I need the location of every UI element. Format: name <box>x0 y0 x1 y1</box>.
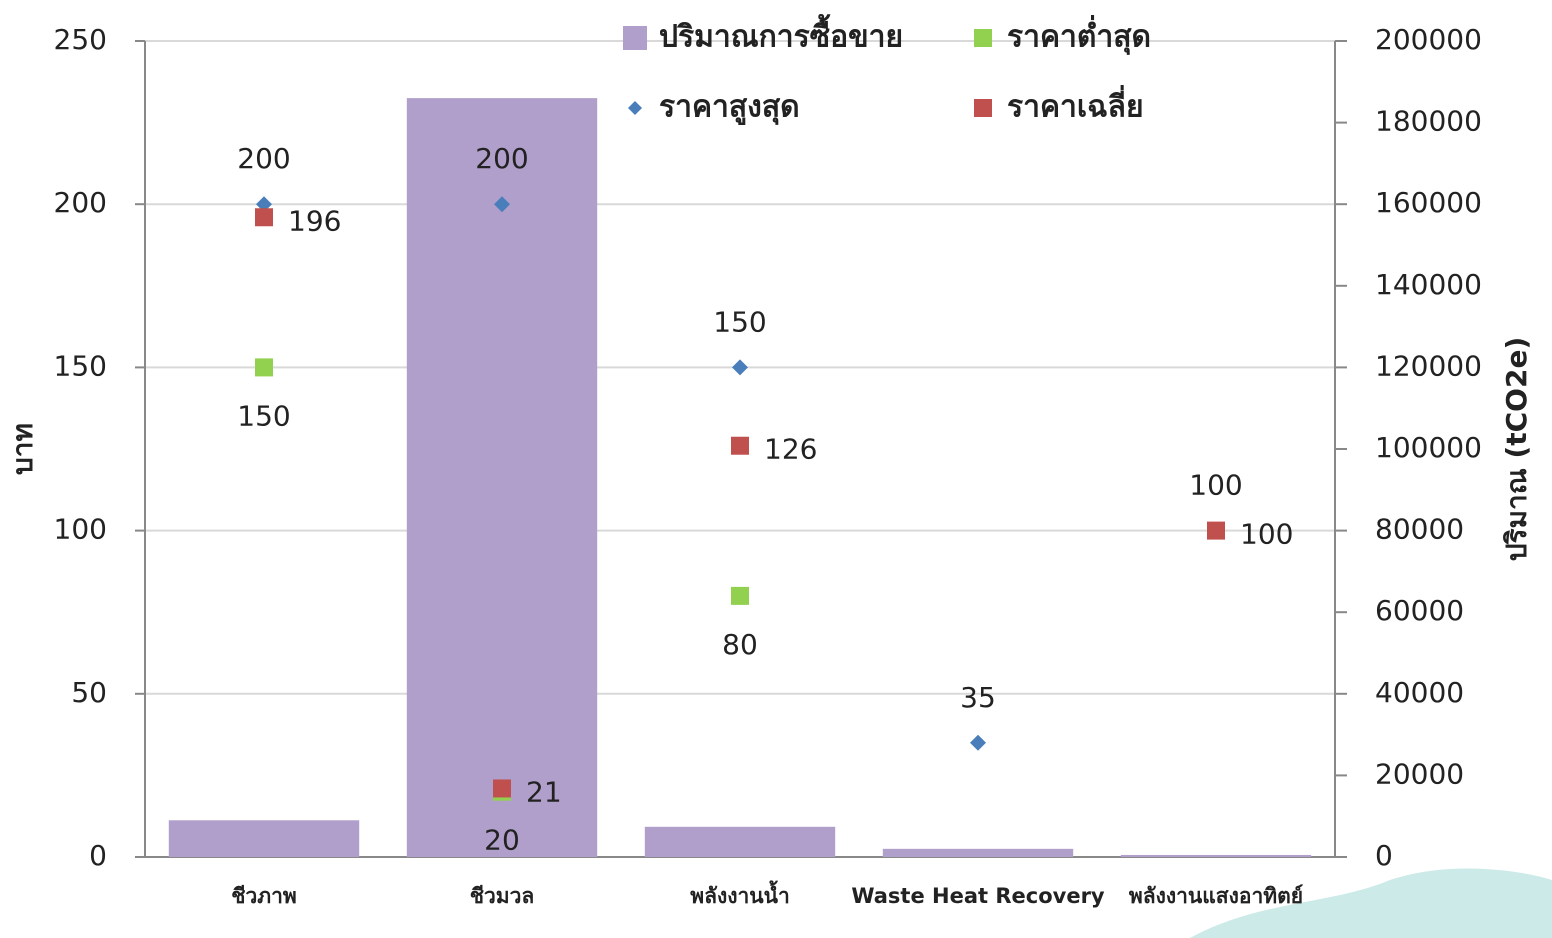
data-label: 20 <box>484 824 520 857</box>
y-tick-label: 100 <box>54 513 107 546</box>
y2-tick-label: 120000 <box>1375 349 1482 382</box>
legend-label: ราคาเฉลี่ย <box>1007 85 1144 125</box>
legend-swatch <box>623 26 647 50</box>
point <box>1207 521 1225 540</box>
data-label: 21 <box>526 775 562 808</box>
y2-tick-label: 140000 <box>1375 268 1482 301</box>
y-tick-label: 250 <box>54 23 107 56</box>
y2-tick-label: 60000 <box>1375 594 1464 627</box>
y-tick-label: 200 <box>54 186 107 219</box>
legend-swatch <box>974 29 992 47</box>
x-tick-label: พลังงานน้ำ <box>690 880 790 908</box>
data-label: 200 <box>475 142 528 175</box>
y-axis-title: บาท <box>6 423 39 475</box>
data-label: 196 <box>288 204 341 237</box>
y2-tick-label: 200000 <box>1375 23 1482 56</box>
y2-tick-label: 100000 <box>1375 431 1482 464</box>
y2-tick-label: 40000 <box>1375 676 1464 709</box>
y2-tick-label: 180000 <box>1375 105 1482 138</box>
legend-label: ปริมาณการซื้อขาย <box>659 14 903 55</box>
y2-tick-label: 20000 <box>1375 757 1464 790</box>
data-label: 126 <box>764 433 817 466</box>
x-tick-label: ชีวภาพ <box>231 884 297 908</box>
point <box>255 358 273 377</box>
bar <box>168 820 360 857</box>
point <box>255 208 273 227</box>
data-label: 100 <box>1189 469 1242 502</box>
bar <box>882 848 1074 857</box>
decoration <box>1190 868 1552 938</box>
point <box>494 196 510 213</box>
data-label: 150 <box>713 305 766 338</box>
data-label: 100 <box>1240 518 1293 551</box>
x-tick-label: พลังงานแสงอาทิตย์ <box>1129 884 1303 908</box>
bar <box>406 98 598 858</box>
point <box>732 359 748 376</box>
point <box>731 586 749 605</box>
legend-label: ราคาสูงสุด <box>659 90 800 126</box>
y2-tick-label: 0 <box>1375 839 1393 872</box>
point <box>970 734 986 751</box>
y-tick-label: 0 <box>89 839 107 872</box>
legend-swatch <box>974 99 992 117</box>
y2-tick-label: 160000 <box>1375 186 1482 219</box>
point <box>493 779 511 798</box>
x-tick-label: ชีวมวล <box>470 884 535 908</box>
x-tick-label: Waste Heat Recovery <box>851 884 1105 908</box>
point <box>731 436 749 455</box>
bar <box>1120 854 1312 857</box>
point <box>256 196 272 213</box>
y2-axis-title: ปริมาณ (tCO2e) <box>1500 337 1533 562</box>
data-label: 150 <box>237 399 290 432</box>
y-tick-label: 50 <box>71 676 107 709</box>
data-label: 200 <box>237 142 290 175</box>
data-label: 35 <box>960 681 996 714</box>
legend-label: ราคาต่ำสุด <box>1007 15 1151 56</box>
y2-tick-label: 80000 <box>1375 513 1464 546</box>
bar <box>644 826 836 857</box>
data-label: 80 <box>722 628 758 661</box>
y-tick-label: 150 <box>54 349 107 382</box>
legend-swatch <box>628 101 642 115</box>
